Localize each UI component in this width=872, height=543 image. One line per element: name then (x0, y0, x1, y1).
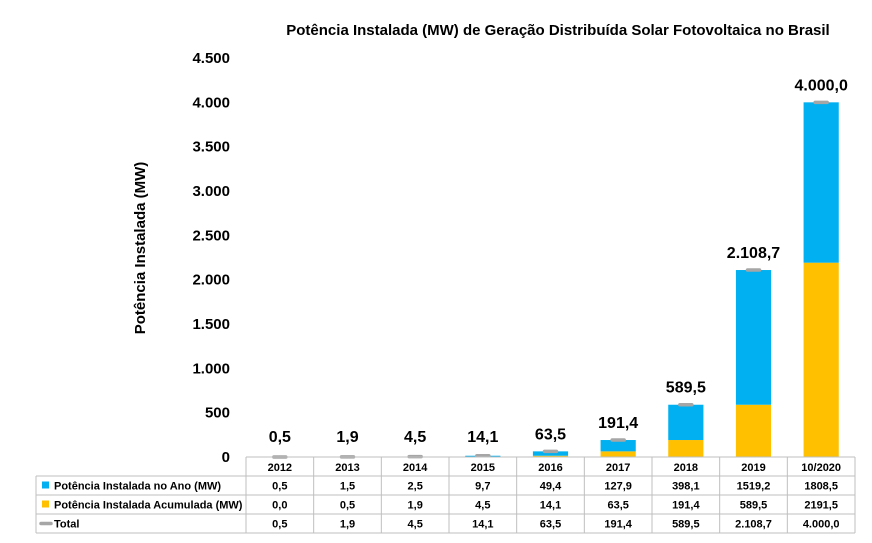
y-axis: 0 500 1.000 1.500 2.000 2.500 3.000 3.500 4.000 4… (192, 50, 230, 466)
bar-year (735, 270, 772, 405)
y-tick-label: 4.000 (192, 94, 230, 111)
table-cell: 0,5 (340, 500, 355, 512)
y-tick-label: 2.500 (192, 227, 230, 244)
category-label: 2012 (268, 462, 292, 474)
bar-year (532, 451, 569, 456)
category-label: 2013 (335, 462, 359, 474)
table-cell: 49,4 (540, 481, 562, 493)
bars (262, 100, 839, 459)
table-cell: 589,5 (672, 519, 700, 531)
bar-accumulated (668, 440, 704, 457)
category-label: 2018 (674, 462, 698, 474)
table-cell: 63,5 (607, 500, 628, 512)
table-cell: 127,9 (604, 481, 632, 493)
bar-accumulated (600, 451, 636, 457)
y-tick-label: 3.000 (192, 183, 230, 200)
table-cell: 4.000,0 (803, 519, 840, 531)
table-cell: 4,5 (408, 519, 423, 531)
y-tick-label: 500 (205, 405, 230, 422)
bar-accumulated (803, 262, 839, 457)
data-table: 2012 2013 2014 2015 2016 2017 2018 2019 10/2020 P… (35, 456, 856, 534)
bar-year (803, 102, 839, 263)
category-label: 2016 (538, 462, 562, 474)
table-cell: 2191,5 (804, 500, 838, 512)
series-name: Potência Instalada Acumulada (MW) (54, 500, 243, 512)
total-value-label: 0,5 (269, 429, 291, 446)
table-cell: 2.108,7 (735, 519, 772, 531)
category-label: 2014 (403, 462, 428, 474)
series-name: Potência Instalada no Ano (MW) (54, 481, 221, 493)
y-tick-label: 4.500 (192, 50, 230, 67)
table-cell: 0,5 (272, 519, 287, 531)
table-cell: 9,7 (475, 481, 490, 493)
category-label: 10/2020 (801, 462, 841, 474)
table-cell: 0,5 (272, 481, 287, 493)
category-label: 2015 (471, 462, 495, 474)
bar-year (668, 404, 704, 441)
table-cell: 1,5 (340, 481, 355, 493)
total-value-label: 4,5 (404, 429, 426, 446)
legend-key-accumulated (42, 500, 49, 508)
total-value-label: 2.108,7 (727, 245, 780, 262)
table-cell: 14,1 (540, 500, 561, 512)
category-label: 2019 (741, 462, 765, 474)
table-cell: 1519,2 (737, 481, 771, 493)
table-cell: 0,0 (272, 500, 287, 512)
table-cell: 191,4 (672, 500, 700, 512)
table-cell: 191,4 (604, 519, 632, 531)
legend-key-year (42, 481, 49, 489)
table-cell: 1,9 (340, 519, 355, 531)
chart-title: Potência Instalada (MW) de Geração Distr… (286, 22, 829, 39)
y-axis-label: Potência Instalada (MW) (132, 162, 149, 335)
bar-accumulated (532, 455, 569, 457)
total-labels: 0,5 1,9 4,5 14,1 63,5 191,4 589,5 2.108,7 4.000,… (269, 77, 848, 446)
y-tick-label: 3.500 (192, 139, 230, 156)
table-cell: 14,1 (472, 519, 493, 531)
category-label: 2017 (606, 462, 630, 474)
table-cell: 63,5 (540, 519, 561, 531)
table-cell: 4,5 (475, 500, 490, 512)
bar-accumulated (735, 404, 772, 457)
bar-year (600, 440, 636, 452)
y-tick-label: 2.000 (192, 272, 230, 289)
y-tick-label: 1.500 (192, 316, 230, 333)
series-name: Total (54, 519, 79, 531)
total-value-label: 589,5 (666, 380, 706, 397)
total-value-label: 191,4 (598, 415, 638, 432)
table-cell: 1808,5 (804, 481, 838, 493)
total-value-label: 4.000,0 (794, 77, 847, 94)
table-cell: 1,9 (408, 500, 423, 512)
total-value-label: 1,9 (336, 429, 358, 446)
table-cell: 398,1 (672, 481, 700, 493)
table-cell: 2,5 (408, 481, 423, 493)
total-value-label: 63,5 (535, 426, 566, 443)
table-cell: 589,5 (740, 500, 768, 512)
y-tick-label: 0 (222, 449, 230, 466)
y-tick-label: 1.000 (192, 360, 230, 377)
total-value-label: 14,1 (467, 429, 498, 446)
